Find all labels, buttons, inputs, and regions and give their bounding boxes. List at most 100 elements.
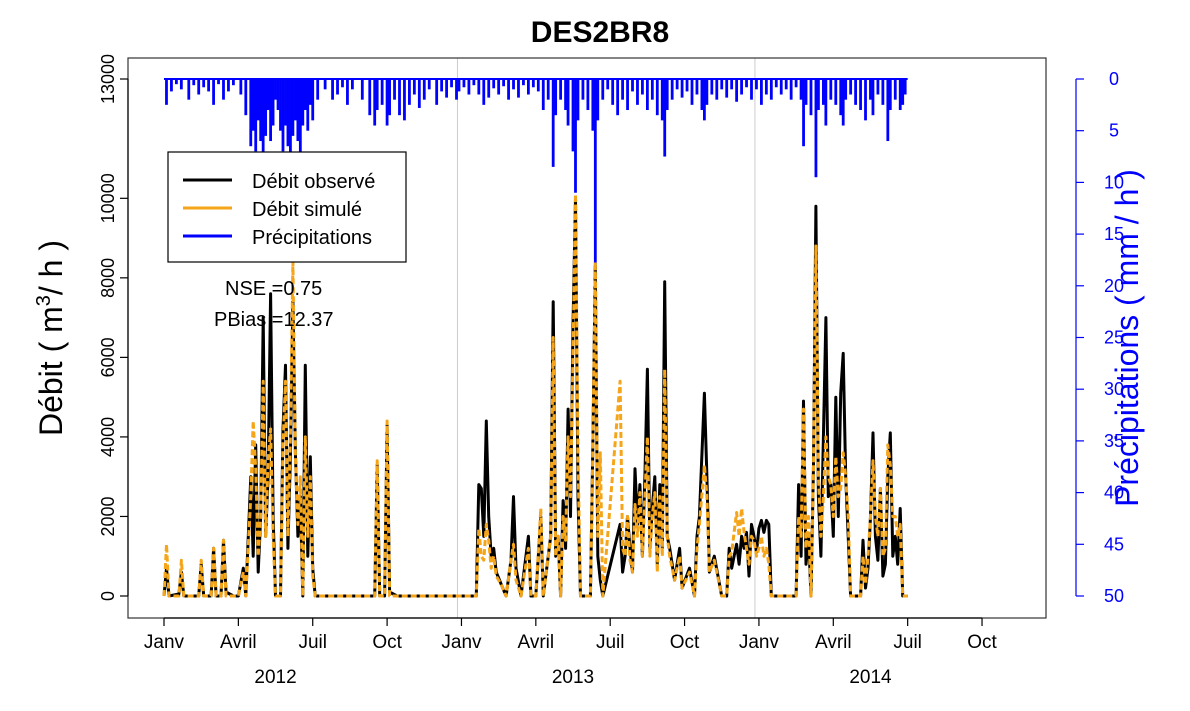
precipitation-bar [685, 79, 689, 92]
left-axis-tick-label: 6000 [98, 337, 118, 377]
precipitation-bar [368, 79, 372, 116]
precipitation-bar [435, 79, 439, 105]
precipitation-bar [232, 79, 235, 86]
precipitation-bar [512, 79, 515, 90]
precipitation-bar [266, 79, 270, 111]
x-axis-tick-label: Janv [144, 632, 185, 653]
precipitation-bar [680, 79, 684, 98]
precipitation-bar [477, 79, 481, 95]
precipitation-bar [296, 79, 300, 142]
precipitation-bar [306, 79, 310, 131]
precipitation-bar [455, 79, 458, 100]
precipitation-bar [323, 79, 327, 90]
precipitation-bar [764, 79, 768, 95]
precipitation-bar [760, 79, 763, 105]
precipitation-bar [227, 79, 230, 92]
x-axis-tick-label: Avril [220, 632, 257, 653]
precipitation-bar [789, 79, 793, 100]
precipitation-bar [779, 79, 783, 95]
precipitation-bar [650, 79, 654, 100]
precipitation-bar [346, 79, 349, 105]
precipitation-bar [829, 79, 833, 100]
precipitation-bar [695, 79, 699, 95]
precipitation-bar [457, 79, 461, 92]
precipitation-bar [586, 79, 590, 111]
precipitation-bar [197, 79, 201, 95]
x-axis-tick-label: Janv [739, 632, 780, 653]
precipitation-bar [606, 79, 610, 90]
precipitation-bar [286, 79, 290, 147]
precipitation-bar [888, 79, 892, 111]
precipitation-bar [264, 79, 268, 136]
precipitation-bar [261, 79, 265, 167]
legend-label-precipitation: Précipitations [252, 227, 372, 249]
precipitation-bar [212, 79, 215, 105]
precipitation-bar [690, 79, 694, 105]
precipitation-bar [903, 79, 907, 95]
precipitation-bar [398, 79, 401, 116]
precipitation-bar [417, 79, 421, 108]
x-axis-tick-label: Juil [893, 632, 922, 653]
precipitation-bar [269, 79, 272, 142]
precipitation-bar [408, 79, 411, 105]
precipitation-bar [350, 79, 354, 90]
precipitation-bar [631, 79, 634, 92]
y-axis-label-right: Précipitations ( mm / h ) [1109, 169, 1145, 507]
precipitation-bar [259, 79, 263, 142]
left-axis-tick-label: 2000 [98, 496, 118, 536]
x-axis-tick-label: Juil [298, 632, 327, 653]
x-axis-year-label: 2013 [552, 667, 594, 688]
precipitation-bar [298, 79, 302, 162]
precipitation-bar [817, 79, 820, 111]
precipitation-bar [871, 79, 875, 116]
precipitation-bar [849, 79, 853, 95]
x-axis: Janv Avril Juil Oct Janv Avril Juil Oct Janv Avri… [144, 617, 998, 688]
precipitation-bar [655, 79, 659, 116]
precipitation-bar [750, 79, 753, 100]
precipitation-bar [375, 79, 379, 111]
precipitation-bar [254, 79, 258, 152]
y-axis-label-left-main: Débit ( m [33, 306, 69, 436]
precipitation-bar [284, 79, 287, 126]
chart-title: DES2BR8 [531, 16, 669, 49]
precipitation-bar [497, 79, 501, 95]
precipitation-bar [591, 79, 595, 131]
y-axis-label-left-end: / h ) [33, 240, 69, 295]
precipitation-bar [725, 79, 729, 98]
precipitation-bar [574, 79, 577, 193]
precipitation-bar [616, 79, 620, 116]
precipitation-bar [360, 79, 364, 100]
left-axis-tick-label: 4000 [98, 417, 118, 457]
left-axis-tick-label: 0 [98, 591, 118, 601]
precipitation-bar [705, 79, 709, 105]
x-axis-tick-label: Juil [596, 632, 625, 653]
precipitation-bar [735, 79, 739, 102]
precipitation-bar [217, 79, 220, 85]
precipitation-bar [303, 79, 307, 111]
precipitation-bar [293, 79, 297, 121]
precipitation-series [164, 78, 908, 286]
legend-label-observed: Débit observé [252, 171, 375, 193]
right-axis-tick-label: 25 [1104, 328, 1124, 348]
precipitation-bar [814, 79, 818, 178]
precipitation-bar [487, 79, 491, 98]
precipitation-bar [249, 79, 253, 147]
precipitation-bar [192, 79, 196, 86]
x-axis-tick-label: Oct [670, 632, 700, 653]
precipitation-bar [373, 79, 377, 126]
precipitation-bar [526, 79, 530, 95]
right-axis-tick-label: 35 [1104, 431, 1124, 451]
precipitation-bar [412, 79, 416, 95]
precipitation-bar [256, 79, 260, 121]
precipitation-bar [576, 79, 580, 121]
precipitation-bar [341, 79, 344, 88]
precipitation-bar [665, 79, 669, 111]
precipitation-bar [179, 79, 183, 90]
right-axis-tick-label: 45 [1104, 534, 1124, 554]
precipitation-bar [222, 79, 225, 100]
precipitation-bar [291, 79, 295, 136]
y-axis-label-left-superscript: 3 [33, 295, 55, 306]
precipitation-bar [670, 79, 674, 100]
precipitation-bar [824, 79, 828, 126]
precipitation-bar [784, 79, 788, 90]
